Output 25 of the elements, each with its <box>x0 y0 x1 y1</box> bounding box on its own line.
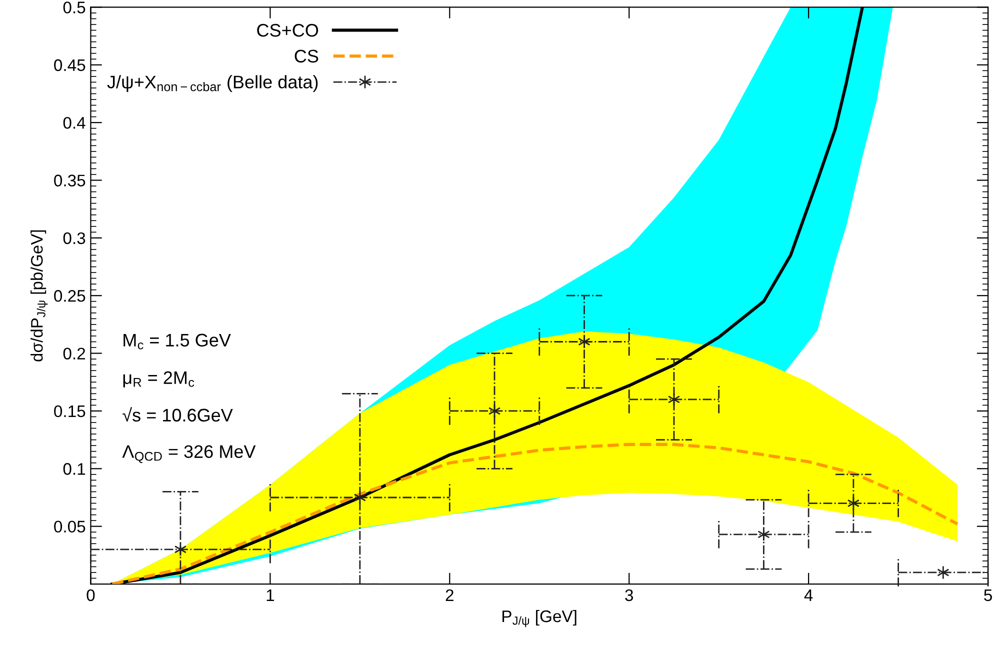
y-axis-title: dσ/dP$_{J/ψ}$ [pb/GeV] <box>30 230 48 362</box>
y-tick-label: 0.45 <box>54 59 86 72</box>
y-tick-label: 0.4 <box>63 116 86 129</box>
x-axis-title: P$_{J/ψ}$ [GeV] <box>502 610 576 628</box>
y-tick-label: 0.3 <box>63 232 86 244</box>
y-tick-label: 0.25 <box>54 290 86 302</box>
annotation: Λ$_{QCD}$ = 326 MeV <box>122 445 256 464</box>
x-tick-label: 3 <box>625 589 634 602</box>
y-tick-label: 0.2 <box>63 348 86 360</box>
annotation: μ$_{R}$ = 2M$_{c}$ <box>123 371 194 388</box>
y-tick-label: 0.15 <box>54 405 86 418</box>
x-tick-label: 2 <box>446 589 454 601</box>
x-tick-label: 4 <box>804 589 813 601</box>
x-tick-label: 0 <box>86 589 95 602</box>
y-tick-label: 0.35 <box>54 174 86 186</box>
legend-label: J/ψ+X$_{non−ccbar}$ (Belle data) <box>107 75 318 92</box>
annotation: √s = 10.6GeV <box>122 407 233 422</box>
x-tick-label: 5 <box>984 589 992 602</box>
x-tick-label: 1 <box>266 589 274 601</box>
y-tick-label: 0.5 <box>63 2 86 14</box>
y-tick-label: 0.05 <box>54 520 86 533</box>
legend-label: CS <box>294 50 318 63</box>
annotation: M$_{c}$ = 1.5 GeV <box>124 334 231 350</box>
y-tick-label: 0.1 <box>63 463 86 475</box>
legend-label: CS+CO <box>257 24 318 37</box>
